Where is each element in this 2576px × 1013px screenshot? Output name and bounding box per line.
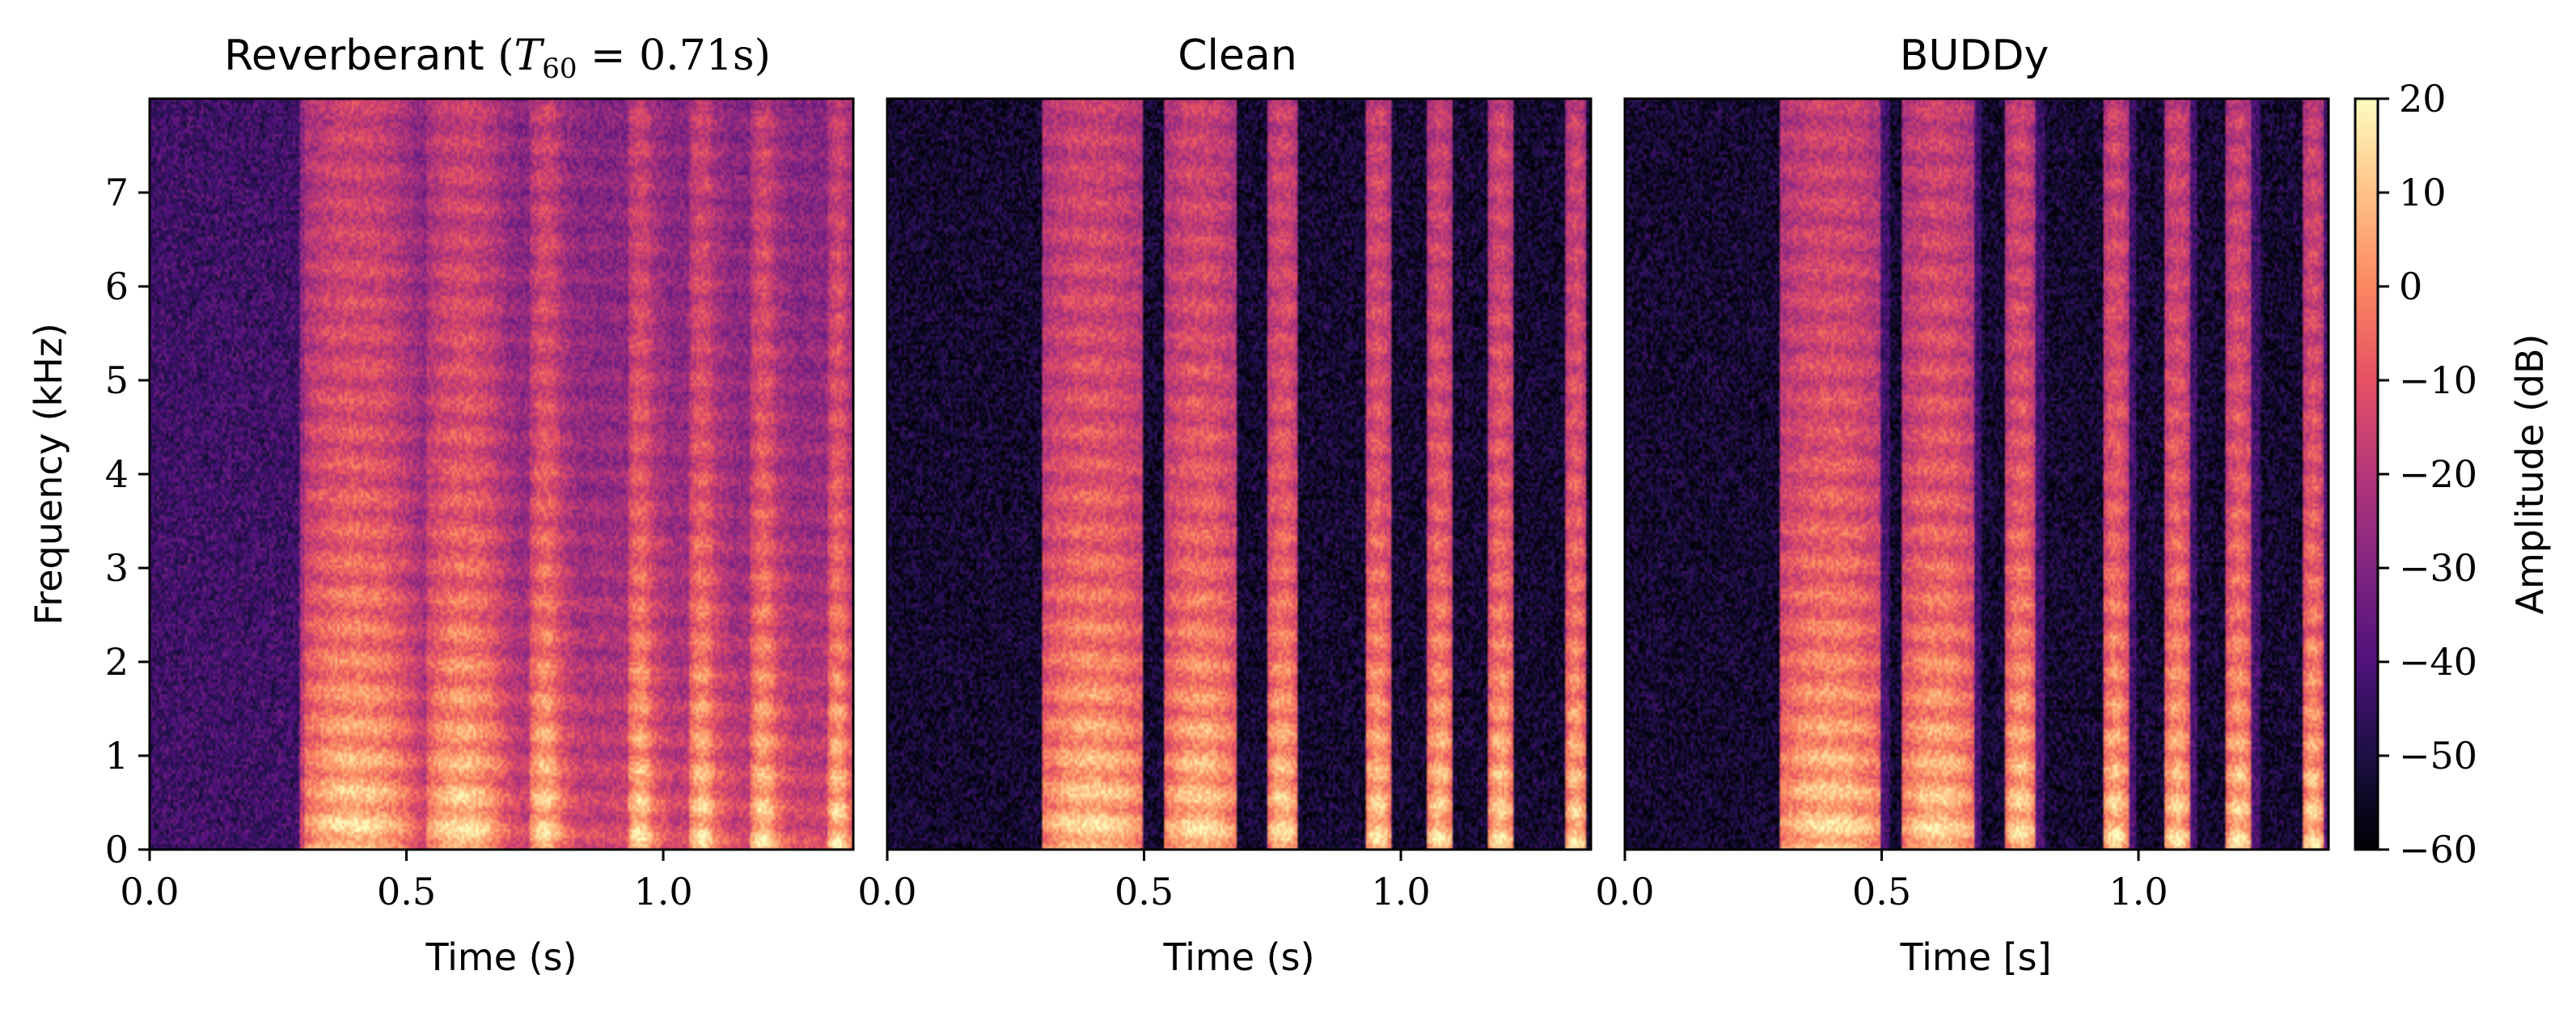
x-axis-ticks-buddy: 0.0 0.5 1.0: [1595, 850, 2168, 913]
colorbar-tick-label: −30: [2399, 546, 2477, 590]
x-tick-label: 0.5: [1852, 870, 1911, 913]
colorbar-tick-label: −40: [2399, 640, 2477, 684]
panel-clean: Clean 0.0 0.5 1.0 Time (s): [857, 32, 1593, 979]
colorbar-ticks: 20 10 0 −10 −20 −30 −40 −50 −60: [2378, 77, 2477, 871]
plot-frame-clean: [886, 97, 1593, 851]
colorbar-label: Amplitude (dB): [2508, 334, 2552, 615]
x-axis-ticks-reverberant: 0.0 0.5 1.0: [120, 850, 693, 913]
colorbar-tick-label: −20: [2399, 452, 2477, 496]
spectrogram-image-clean: [887, 99, 1591, 850]
y-tick-label: 0: [105, 828, 129, 871]
colorbar-tick-label: 20: [2399, 77, 2447, 121]
y-tick-label: 5: [105, 358, 129, 402]
spectrogram-image-buddy: [1625, 99, 2329, 850]
y-axis-ticks: 0 1 2 3 4 5 6 7: [105, 171, 150, 871]
y-tick-label: 2: [105, 640, 129, 684]
y-tick-label: 7: [105, 171, 129, 214]
plot-frame-buddy: [1623, 97, 2330, 851]
colorbar-tick-label: −50: [2399, 734, 2477, 778]
colorbar-tick-label: −10: [2399, 358, 2477, 402]
y-tick-label: 4: [105, 452, 129, 496]
y-axis-label: Frequency (kHz): [27, 323, 70, 625]
colorbar-tick-label: 10: [2399, 171, 2447, 214]
x-axis-label-clean: Time (s): [1162, 935, 1314, 979]
x-tick-label: 1.0: [2109, 870, 2168, 913]
colorbar: 20 10 0 −10 −20 −30 −40 −50 −60 Amplitude (dB): [2354, 77, 2552, 871]
x-axis-ticks-clean: 0.0 0.5 1.0: [857, 850, 1431, 913]
x-tick-label: 0.0: [120, 870, 179, 913]
panel-title-buddy: BUDDy: [1900, 32, 2049, 80]
x-tick-label: 0.0: [1595, 870, 1654, 913]
colorbar-tick-label: 0: [2399, 265, 2422, 308]
x-tick-label: 0.5: [377, 870, 436, 913]
spectrogram-image-reverberant: [150, 99, 853, 850]
x-tick-label: 1.0: [633, 870, 692, 913]
y-tick-label: 1: [105, 734, 129, 778]
panel-title-reverberant: Reverberant (T60 = 0.71s): [224, 32, 771, 85]
panel-buddy: BUDDy 0.0 0.5 1.0 Time [s]: [1595, 32, 2330, 979]
x-axis-label-buddy: Time [s]: [1899, 935, 2051, 979]
y-tick-label: 3: [105, 546, 129, 590]
panel-title-clean: Clean: [1178, 32, 1297, 80]
colorbar-tick-label: −60: [2399, 828, 2477, 871]
x-tick-label: 0.5: [1115, 870, 1174, 913]
y-tick-label: 6: [105, 265, 129, 308]
x-tick-label: 0.0: [857, 870, 916, 913]
colorbar-gradient: [2354, 97, 2379, 851]
x-tick-label: 1.0: [1371, 870, 1430, 913]
x-axis-label-reverberant: Time (s): [425, 935, 577, 979]
